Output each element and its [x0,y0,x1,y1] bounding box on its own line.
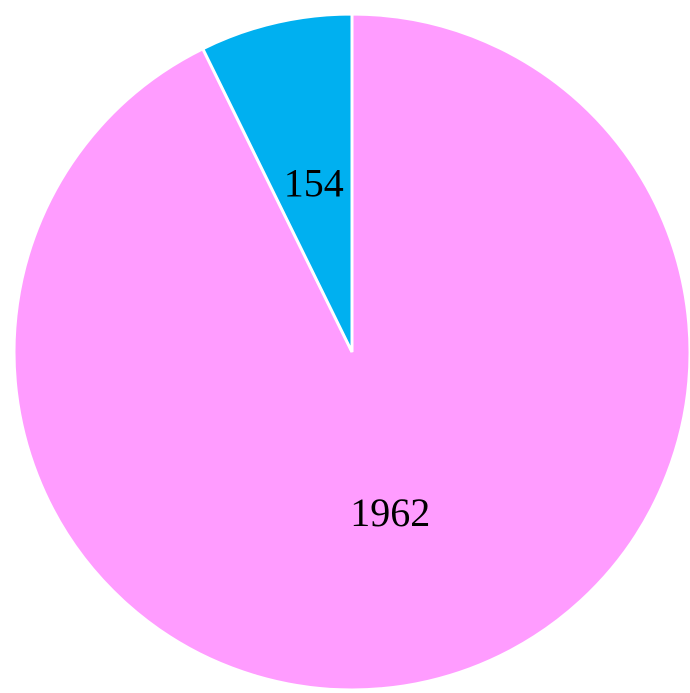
data-label: 154 [284,161,344,206]
data-label: 1962 [350,490,430,535]
pie-slice [200,12,354,353]
